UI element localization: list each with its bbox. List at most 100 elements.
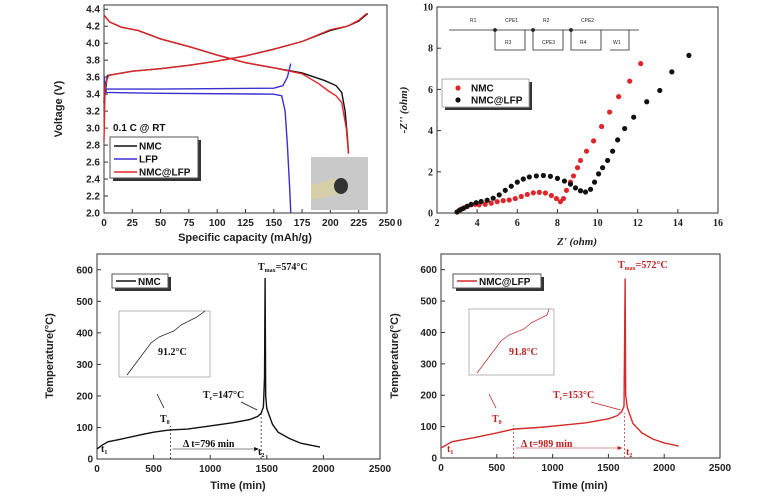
data-point-NMC@LFP <box>591 179 598 185</box>
y-tick-label: 2.8 <box>86 141 100 152</box>
data-point-NMC@LFP <box>520 176 526 182</box>
inset-line <box>476 308 550 374</box>
data-point-NMC@LFP <box>577 188 584 194</box>
x-axis-label: Time (min) <box>552 480 608 492</box>
y-tick-label: 2.6 <box>86 158 100 169</box>
circuit-label: R2 <box>543 18 550 24</box>
circuit-label: W1 <box>613 40 621 46</box>
y-tick-label: 2.4 <box>86 175 100 186</box>
circuit-label: R4 <box>580 40 587 46</box>
legend <box>109 136 199 179</box>
data-point-NMC <box>638 61 644 67</box>
y-axis-label: -Z'' (ohm) <box>398 87 410 134</box>
data-point-NMC@LFP <box>473 200 479 206</box>
legend-marker <box>455 97 461 103</box>
data-point-NMC@LFP <box>547 173 554 179</box>
data-point-NMC@LFP <box>669 69 675 75</box>
y-tick-label: 2.2 <box>86 192 100 203</box>
legend-label: LFP <box>139 155 158 166</box>
circuit-label: R3 <box>505 40 512 46</box>
x-axis-label: Specific capacity (mAh/g) <box>178 232 312 244</box>
x-tick-label: 0 <box>397 218 402 229</box>
legend-marker <box>455 85 461 91</box>
inset-value-label: 91.8°C <box>509 347 538 358</box>
y-tick-label: 4.2 <box>86 22 100 33</box>
y-tick-label: 300 <box>76 360 93 371</box>
data-point-NMC@LFP <box>464 203 470 210</box>
t0-label: T0 <box>492 414 502 426</box>
plot-frame <box>96 253 381 460</box>
data-point-NMC <box>500 198 506 204</box>
data-point-NMC@LFP <box>582 189 589 195</box>
y-tick-label: 0 <box>431 454 437 465</box>
panel-1: 0 25 50 75 100 125 150 175 200 225 250 2.0 2.2 2.4 2.6… <box>53 4 396 244</box>
series-line-NMC@LFP <box>440 278 679 449</box>
x-tick-label: 100 <box>209 218 226 229</box>
y-tick-label: 100 <box>420 422 437 433</box>
x-tick-label: 250 <box>379 218 396 229</box>
y-tick-label: 3.6 <box>86 73 100 84</box>
data-point-NMC <box>530 190 536 196</box>
data-point-NMC@LFP <box>526 174 532 180</box>
x-tick-label: 1000 <box>199 464 222 475</box>
tc-arrow <box>590 401 621 411</box>
legend-label: NMC <box>471 84 494 95</box>
data-point-NMC@LFP <box>587 186 594 192</box>
y-tick-label: 0 <box>428 209 433 220</box>
x-tick-label: 175 <box>294 218 311 229</box>
x-axis-label: Z' (ohm) <box>556 236 597 248</box>
x-tick-label: 6 <box>515 218 520 229</box>
y-tick-label: 400 <box>76 328 93 339</box>
data-point-NMC <box>482 201 488 207</box>
data-point-NMC <box>570 173 577 179</box>
x-tick-label: 75 <box>183 218 195 229</box>
x-tick-label: 14 <box>673 218 683 229</box>
tmax-label: Tmax=572°C <box>618 260 668 272</box>
data-point-NMC <box>518 193 524 200</box>
t0-arrow <box>156 393 165 409</box>
x-tick-label: 1500 <box>256 464 279 475</box>
x-tick-label: 500 <box>145 464 162 475</box>
y-tick-label: 4.0 <box>86 39 100 50</box>
x-tick-label: 2000 <box>312 464 335 475</box>
y-tick-label: 3.2 <box>86 107 100 118</box>
inset-value-label: 91.2°C <box>158 347 187 358</box>
data-point-NMC <box>598 123 605 130</box>
data-point-NMC@LFP <box>540 172 546 179</box>
x-tick-label: 16 <box>713 218 723 229</box>
legend <box>452 273 542 289</box>
data-point-NMC <box>536 189 542 195</box>
y-tick-label: 4.4 <box>86 5 100 16</box>
data-point-NMC@LFP <box>561 178 568 184</box>
y-tick-label: 2 <box>428 167 433 178</box>
data-point-NMC <box>607 109 613 115</box>
data-point-NMC@LFP <box>622 125 628 132</box>
data-point-NMC <box>548 192 555 199</box>
x-tick-label: 125 <box>237 218 254 229</box>
data-point-NMC@LFP <box>615 137 621 143</box>
inset-plot <box>468 308 555 376</box>
series-line-LFP <box>103 75 292 214</box>
y-tick-label: 6 <box>428 85 433 96</box>
y-tick-label: 400 <box>420 328 437 339</box>
x-tick-label: 2000 <box>653 463 676 474</box>
data-point-NMC <box>542 190 548 196</box>
tc-label: Tc=153°C <box>553 390 594 402</box>
series-line-NMC@LFP <box>103 14 350 154</box>
data-point-NMC <box>574 165 581 171</box>
x-tick-label: 0 <box>101 218 107 229</box>
equivalent-circuit <box>449 28 639 51</box>
x-tick-label: 1000 <box>541 463 564 474</box>
y-tick-label: 0 <box>87 455 93 466</box>
data-point-NMC@LFP <box>496 192 502 198</box>
circuit-label: CPE3 <box>542 40 555 46</box>
data-point-NMC <box>560 195 567 202</box>
data-point-NMC <box>524 191 530 198</box>
data-point-NMC@LFP <box>468 201 474 207</box>
data-point-NMC@LFP <box>554 175 561 181</box>
photo-holder <box>311 178 338 200</box>
y-axis-label: Temperature(°C) <box>44 313 56 399</box>
x-tick-label: 50 <box>155 218 167 229</box>
tc-label: Tc=147°C <box>203 390 244 402</box>
plot-frame <box>436 6 719 214</box>
